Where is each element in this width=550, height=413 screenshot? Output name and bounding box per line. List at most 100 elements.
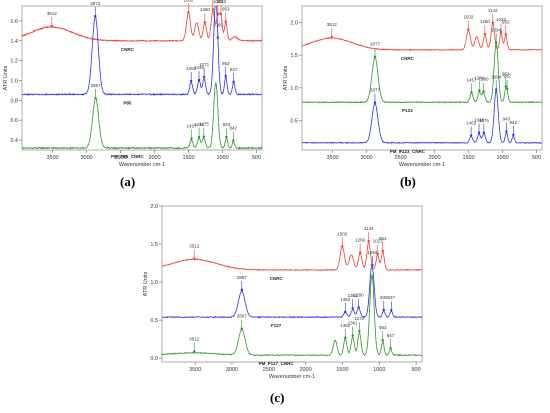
chart1-peak-marker-cnrc-953 — [504, 33, 507, 36]
chart0-peak-label-pm-p85-cnrc-2867: 2867 — [91, 83, 102, 88]
chart2-peak-marker-f127-2867 — [240, 288, 243, 292]
chart1-peak-label-p123-1280: 1280 — [479, 77, 490, 82]
spectrum-chart-c: 3500 3000 2500 2000 1500 1000 500 0.0 0.5 1.0 1.5 2… — [143, 204, 423, 380]
chart1-peak-label-cnrc-1023: 1023 — [496, 17, 507, 22]
chart0-peak-label-p85-1271: 1271 — [199, 62, 210, 67]
chart2-peak-label-pm-f127-cnrc-1270: 1270 — [354, 316, 365, 321]
chart1-peak-label-pm-p123-cnrc-842: 842 — [510, 120, 518, 125]
chart-panel-a: 3500 3000 2500 2000 1500 1000 500 0.4 0.6 0.8 1.0 1… — [0, 0, 270, 189]
chart1-x-tick-label-500: 500 — [532, 155, 541, 161]
chart2-x-tick-label-1000: 1000 — [373, 367, 385, 373]
chart2-peak-label-f127-1094: 1094 — [367, 250, 378, 255]
chart0-peak-marker-p85-2872 — [94, 14, 97, 18]
chart2-peak-label-pm-f127-cnrc-1361: 1361 — [348, 320, 359, 325]
chart1-peak-label-pm-p123-cnrc-943: 943 — [503, 116, 511, 121]
chart2-peak-marker-pm-f127-cnrc-1361 — [351, 334, 354, 337]
chart0-peak-label-cnrc-1502: 1502 — [183, 0, 194, 2]
chart0-peak-label-p85-2872: 2872 — [90, 1, 101, 6]
chart2-x-tick-label-2000: 2000 — [300, 367, 312, 373]
chart1-peak-label-p123-953: 953 — [502, 71, 510, 76]
chart2-x-tick-label-3500: 3500 — [189, 367, 201, 373]
chart2-x-tick-label-3000: 3000 — [226, 367, 238, 373]
chart1-x-tick-label-2000: 2000 — [428, 155, 440, 161]
chart0-y-tick-label-1-0: 1.0 — [10, 78, 18, 84]
chart0-peak-marker-cnrc-3512 — [50, 24, 53, 28]
chart0-y-tick-label-1-4: 1.4 — [10, 39, 18, 45]
chart0-plot-frame — [21, 5, 263, 151]
chart2-peak-label-f127-939: 939 — [380, 295, 388, 300]
chart0-peak-label-pm-p85-cnrc-842: 842 — [230, 126, 238, 131]
chart0-y-tick-label-0-8: 0.8 — [10, 98, 18, 104]
chart0-peak-label-p85-1462: 1462 — [186, 66, 197, 71]
chart1-peak-marker-pm-p123-cnrc-943 — [505, 130, 508, 133]
chart2-peak-marker-cnrc-3512 — [193, 257, 196, 260]
chart0-series-line-cnrc — [22, 10, 262, 43]
chart2-peak-label-pm-f127-cnrc-1462: 1462 — [340, 323, 351, 328]
chart2-peak-marker-cnrc-1260 — [358, 251, 362, 254]
spectrum-chart-b: 3500 3000 2500 2000 1500 1000 500 0.5 1.0 1.5 2.0 W… — [283, 5, 543, 168]
chart0-peak-label-pm-p85-cnrc-1457: 1457 — [186, 124, 197, 129]
chart2-x-tick-label-500: 500 — [412, 367, 421, 373]
chart0-x-tick-label-1500: 1500 — [182, 155, 194, 161]
chart1-peak-marker-cnrc-1502 — [467, 28, 470, 31]
chart1-peak-label-pm-p123-cnrc-1094: 1094 — [491, 74, 502, 79]
chart0-y-tick-label-0-6: 0.6 — [10, 118, 18, 124]
chart1-peak-label-cnrc-3512: 3512 — [327, 22, 338, 27]
chart0-peak-label-pm-p85-cnrc-1346: 1346 — [194, 122, 205, 127]
chart0-y-axis-label: ATR Units — [3, 65, 9, 90]
chart0-x-tick-label-3000: 3000 — [80, 155, 92, 161]
chart2-peak-marker-pm-f127-cnrc-953 — [381, 339, 384, 342]
chart0-peak-marker-p85-953 — [224, 74, 227, 78]
chart-panel-b: 3500 3000 2500 2000 1500 1000 500 0.5 1.0 1.5 2.0 W… — [280, 0, 550, 189]
chart0-peak-marker-p85-837 — [232, 80, 235, 84]
chart2-peak-label-f127-2867: 2867 — [237, 275, 248, 280]
chart0-y-tick-label-1-6: 1.6 — [10, 19, 18, 25]
chart2-peak-marker-pm-f127-cnrc-1270 — [358, 329, 361, 333]
chart1-x-tick-label-2500: 2500 — [394, 155, 406, 161]
chart0-peak-label-cnrc-1069: 1069 — [213, 0, 224, 4]
chart1-peak-marker-cnrc-1144 — [491, 21, 494, 25]
chart1-y-tick-label-1-5: 1.5 — [290, 53, 298, 59]
chart0-series-name-cnrc: CNRC — [121, 47, 135, 52]
chart1-peak-label-pm-p123-cnrc-1346: 1346 — [474, 118, 485, 123]
chart2-peak-marker-pm-f127-cnrc-1462 — [344, 336, 347, 340]
chart0-peak-marker-p85-1069 — [216, 36, 220, 39]
chart0-peak-marker-p85-1462 — [189, 79, 193, 83]
chart2-x-tick-label-2500: 2500 — [263, 367, 275, 373]
chart0-peak-label-p85-837: 837 — [230, 67, 238, 72]
chart1-plot-frame — [301, 5, 543, 151]
chart2-peak-marker-f127-1462 — [344, 310, 347, 313]
chart1-peak-label-p123-1457: 1457 — [466, 77, 477, 82]
chart0-peak-marker-pm-p85-cnrc-1275 — [202, 135, 206, 138]
chart2-peak-marker-cnrc-1144 — [367, 240, 370, 243]
chart2-peak-label-pm-f127-cnrc-3512: 3512 — [189, 337, 200, 342]
chart0-y-tick-label-0-4: 0.4 — [10, 138, 18, 144]
chart1-peak-label-pm-p123-cnrc-1275: 1275 — [479, 118, 490, 123]
chart2-peak-label-cnrc-1023: 1023 — [373, 239, 384, 244]
chart1-y-tick-label-0-5: 0.5 — [290, 119, 298, 125]
chart2-peak-label-pm-f127-cnrc-847: 847 — [387, 333, 395, 338]
chart0-y-tick-label-1-2: 1.2 — [10, 59, 18, 65]
chart1-peak-marker-p123-2877 — [373, 55, 377, 58]
chart2-peak-label-f127-1462: 1462 — [340, 297, 351, 302]
chart1-x-axis-label: Wavenumber cm-1 — [399, 162, 445, 168]
chart1-series-line-pm-p123-cnrc — [302, 89, 542, 144]
panel-label-a: (a) — [120, 174, 136, 189]
chart2-peak-label-cnrc-1260: 1260 — [355, 237, 366, 242]
chart1-y-tick-label-1-0: 1.0 — [290, 86, 298, 92]
chart1-peak-marker-pm-p123-cnrc-2877 — [373, 101, 377, 104]
chart1-peak-label-cnrc-953: 953 — [502, 19, 510, 24]
chart2-peak-marker-cnrc-1502 — [341, 245, 344, 248]
chart2-peak-marker-f127-1094 — [371, 263, 374, 267]
chart0-series-line-pm-p85-cnrc — [22, 82, 262, 150]
chart2-peak-label-cnrc-1144: 1144 — [364, 226, 374, 231]
chart0-x-tick-label-2500: 2500 — [114, 155, 126, 161]
chart0-peak-label-cnrc-1023: 1023 — [216, 0, 227, 4]
chart1-peak-marker-p123-1341 — [478, 89, 481, 92]
chart1-series-name-p123: P123 — [402, 108, 413, 113]
chart2-peak-marker-f127-1361 — [351, 306, 354, 310]
chart1-y-tick-label-2-0: 2.0 — [290, 20, 298, 26]
chart2-y-tick-label-1-5: 1.5 — [150, 242, 158, 248]
chart0-peak-marker-cnrc-953 — [224, 20, 227, 23]
chart1-peak-label-p123-2877: 2877 — [370, 42, 381, 47]
